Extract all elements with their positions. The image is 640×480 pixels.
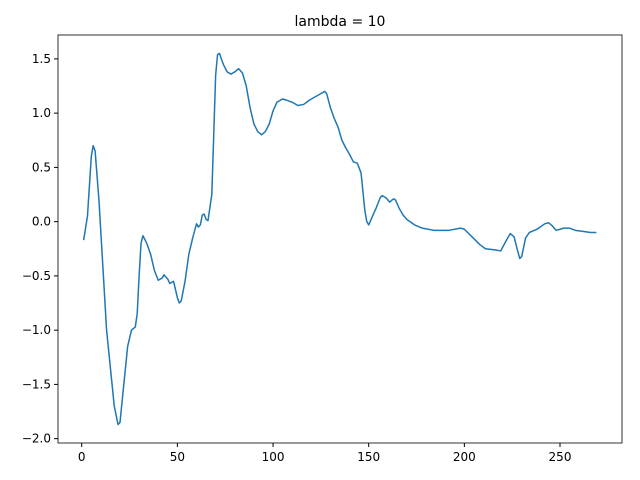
y-tick-label: −1.0	[22, 323, 51, 337]
plot-frame	[57, 34, 623, 444]
data-line	[82, 52, 597, 426]
y-tick-label: −2.0	[22, 432, 51, 446]
x-tick-label: 200	[453, 450, 476, 464]
y-tick-label: 1.0	[32, 106, 51, 120]
y-tick-label: −0.5	[22, 269, 51, 283]
y-tick-label: −1.5	[22, 377, 51, 391]
y-tick-label: 1.5	[32, 52, 51, 66]
chart-title: lambda = 10	[295, 14, 386, 30]
y-tick-label: 0.5	[32, 160, 51, 174]
y-tick-label: 0.0	[32, 215, 51, 229]
x-tick-label: 100	[262, 450, 285, 464]
x-tick-label: 250	[549, 450, 572, 464]
x-tick-label: 50	[170, 450, 185, 464]
x-tick-label: 150	[357, 450, 380, 464]
x-tick-label: 0	[78, 450, 86, 464]
